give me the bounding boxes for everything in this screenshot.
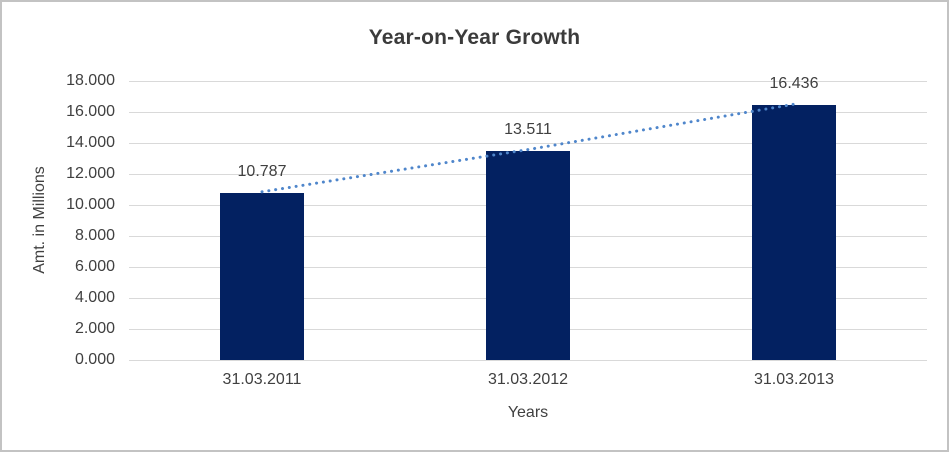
category-label: 31.03.2013: [753, 371, 835, 388]
trendline-svg: [260, 102, 796, 194]
bar: [486, 150, 570, 360]
gridline: [129, 111, 927, 113]
plot-area: 0.000 2.000 4.000 6.000 8.000 10.000 12.000 14.…: [66, 72, 927, 388]
y-tick-label: 10.000: [66, 196, 115, 213]
y-tick-label: 8.000: [74, 227, 115, 244]
y-tick-label: 14.000: [66, 134, 115, 151]
y-tick-label: 16.000: [66, 103, 115, 120]
y-tick-label: 4.000: [74, 289, 115, 306]
bar: [752, 105, 836, 360]
gridline: [129, 142, 927, 144]
category-label: 31.03.2012: [487, 371, 569, 388]
y-tick-label: 12.000: [66, 165, 115, 182]
y-tick-label: 2.000: [74, 320, 115, 337]
gridline: [129, 359, 927, 361]
bar-value-label: 10.787: [237, 162, 287, 180]
chart-title: Year-on-Year Growth: [368, 26, 581, 49]
category-label: 31.03.2011: [222, 371, 302, 388]
y-tick-label: 0.000: [74, 351, 115, 368]
y-tick-label: 6.000: [74, 258, 115, 275]
gridline: [129, 80, 927, 82]
bar: [220, 192, 304, 360]
trendline: [260, 102, 796, 194]
x-axis-title: Years: [507, 404, 549, 421]
bar-value-label: 16.436: [769, 75, 819, 93]
bar-value-label: 13.511: [504, 120, 552, 138]
y-tick-label: 18.000: [66, 72, 115, 89]
